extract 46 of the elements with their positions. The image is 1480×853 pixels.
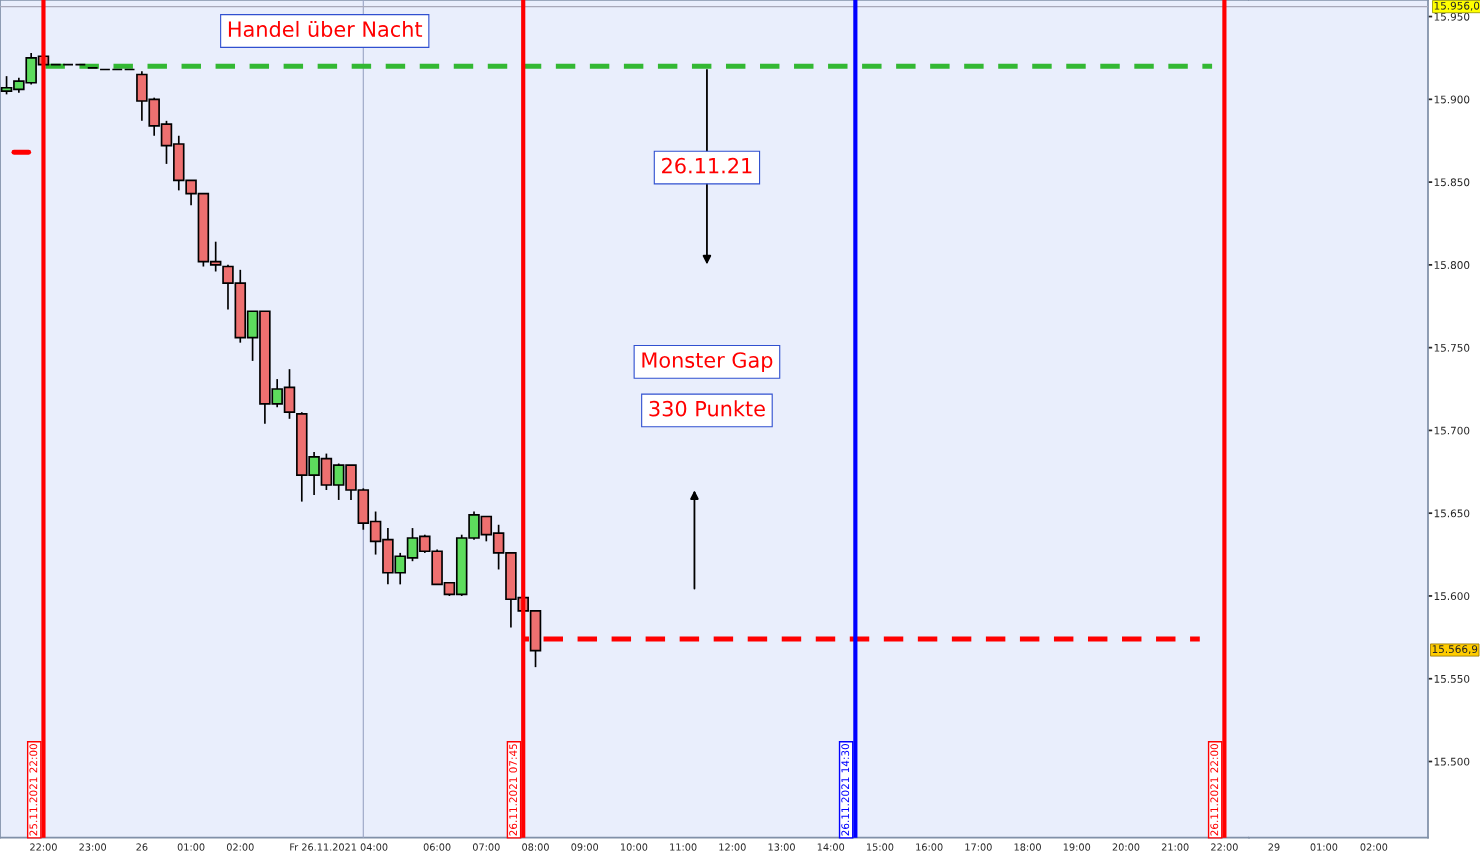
x-tick-label: 11:00 [670,843,697,851]
x-tick-label: 20:00 [1112,843,1140,851]
y-tick-label: 15.700 [1434,426,1470,435]
x-tick-label: 02:00 [226,843,254,851]
x-tick-label: 02:00 [1360,843,1388,851]
x-tick-label: 26 [136,843,148,851]
ref-line-label: 15.956,0 [1434,1,1480,11]
x-tick-label: 16:00 [916,843,943,851]
y-tick-label: 15.900 [1434,95,1470,104]
y-tick-label: 15.500 [1434,757,1470,766]
ref-line-label: 26.11.2021 22:00 [1210,743,1219,836]
y-tick-label: 15.950 [1434,12,1470,21]
annotation: 330 Punkte [649,400,765,417]
text: 15.566,9 [1432,645,1478,655]
y-tick-label: 15.650 [1434,509,1470,518]
x-tick-label: 09:00 [571,843,599,851]
ref-line-label: 26.11.2021 14:30 [841,743,850,836]
ref-line-label: 25.11.2021 22:00 [29,743,38,836]
x-tick-label: 17:00 [965,843,992,851]
x-tick-label: 19:00 [1063,843,1091,851]
x-tick-label: 22:00 [30,843,57,851]
x-tick-label: 22:00 [1211,843,1238,851]
annotation: Handel über Nacht [228,20,423,38]
x-tick-label: 10:00 [620,843,648,851]
x-tick-label: 29 [1268,843,1280,851]
x-tick-label: 13:00 [768,843,795,851]
y-tick-label: 15.850 [1434,178,1470,187]
annotation: Monster Gap [642,352,773,372]
x-tick-label: Fr 26.11.2021 04:00 [290,843,388,851]
x-tick-label: 01:00 [177,843,205,851]
x-tick-label: 01:00 [1310,843,1338,851]
x-tick-label: 23:00 [79,843,107,851]
x-tick-label: 06:00 [423,843,451,851]
annotation: 26.11.21 [662,157,752,174]
x-tick-label: 15:00 [867,843,894,851]
x-tick-label: 18:00 [1014,843,1041,851]
x-tick-label: 07:00 [472,843,500,851]
x-tick-label: 08:00 [522,843,549,851]
x-tick-label: 21:00 [1161,843,1189,851]
y-tick-label: 15.600 [1434,592,1470,601]
y-tick-label: 15.550 [1434,674,1470,683]
y-tick-label: 15.750 [1434,343,1470,352]
x-tick-label: 12:00 [719,843,746,851]
y-tick-label: 15.800 [1434,261,1470,269]
x-tick-label: 14:00 [817,843,845,851]
ref-line-label: 26.11.2021 07:45 [509,744,518,836]
